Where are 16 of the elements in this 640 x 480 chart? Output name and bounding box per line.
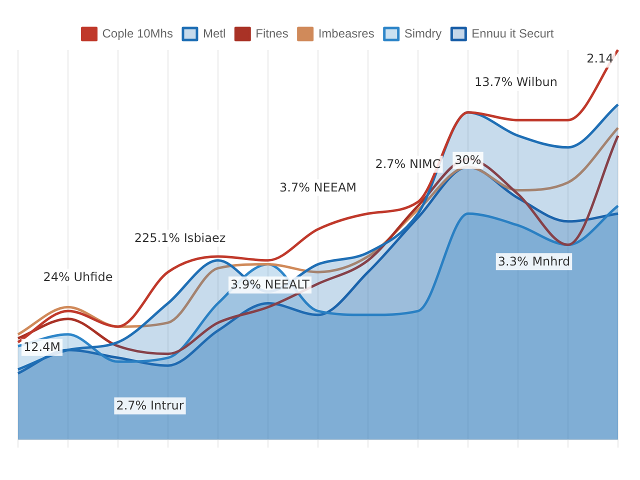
annotation: 2.7% Intrur (116, 398, 184, 412)
annotation: 225.1% Isbiaez (134, 230, 226, 245)
legend-label: Fitnes (256, 26, 288, 40)
annotation: 3.7% NEEAM (280, 180, 357, 194)
annotation: 2.7% NIMC (375, 156, 441, 171)
annotation: 2.14 (586, 52, 614, 66)
annotation: 3.9% NEEALT (230, 278, 310, 292)
legend-label: Cople 10Mhs (102, 26, 173, 40)
legend-label: Imbeasres (318, 26, 374, 40)
annotation: 24% Uhfide (43, 270, 113, 284)
annotation: 12.4M (23, 340, 61, 354)
annotation: 3.3% Mnhrd (498, 254, 570, 268)
legend-label: Simdry (404, 26, 442, 40)
legend-label: Metl (202, 26, 226, 40)
annotation: 13.7% Wilbun (474, 75, 558, 90)
legend-label: Ennuu it Securt (472, 26, 554, 40)
